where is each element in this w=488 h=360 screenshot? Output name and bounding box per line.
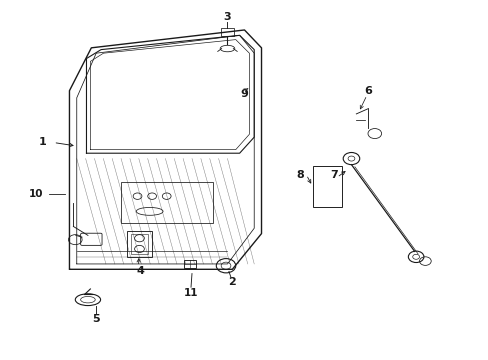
Bar [120,182,212,223]
Text: 11: 11 [183,288,198,297]
Text: 3: 3 [223,13,231,22]
Bar [183,260,196,267]
Text: 9: 9 [240,89,248,99]
Bar [130,234,148,254]
Text: 10: 10 [29,189,43,199]
Text: 2: 2 [228,277,236,287]
Bar [126,231,152,257]
Text: 4: 4 [136,266,143,276]
Bar [221,28,233,36]
Bar [312,166,341,207]
Text: 5: 5 [92,314,100,324]
Text: 8: 8 [296,170,304,180]
Text: 7: 7 [330,170,338,180]
Text: 1: 1 [39,138,46,148]
Text: 6: 6 [364,86,372,96]
